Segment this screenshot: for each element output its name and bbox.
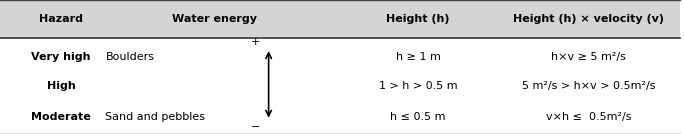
Text: h ≤ 0.5 m: h ≤ 0.5 m: [391, 112, 446, 122]
Text: 1 > h > 0.5 m: 1 > h > 0.5 m: [379, 81, 458, 91]
Text: Water energy: Water energy: [172, 14, 256, 24]
Text: Height (h) × velocity (v): Height (h) × velocity (v): [513, 14, 663, 24]
Text: h ≥ 1 m: h ≥ 1 m: [396, 52, 440, 62]
Text: High: High: [47, 81, 75, 91]
Text: −: −: [251, 122, 261, 132]
Text: v×h ≤  0.5m²/s: v×h ≤ 0.5m²/s: [546, 112, 631, 122]
Text: 5 m²/s > h×v > 0.5m²/s: 5 m²/s > h×v > 0.5m²/s: [521, 81, 655, 91]
Bar: [0, 0, 680, 38]
Text: Moderate: Moderate: [31, 112, 91, 122]
Text: Sand and pebbles: Sand and pebbles: [105, 112, 205, 122]
Text: +: +: [251, 37, 261, 46]
Text: Hazard: Hazard: [39, 14, 83, 24]
Text: Height (h): Height (h): [386, 14, 450, 24]
Text: Boulders: Boulders: [105, 52, 155, 62]
Text: h×v ≥ 5 m²/s: h×v ≥ 5 m²/s: [551, 52, 626, 62]
Text: Very high: Very high: [31, 52, 91, 62]
